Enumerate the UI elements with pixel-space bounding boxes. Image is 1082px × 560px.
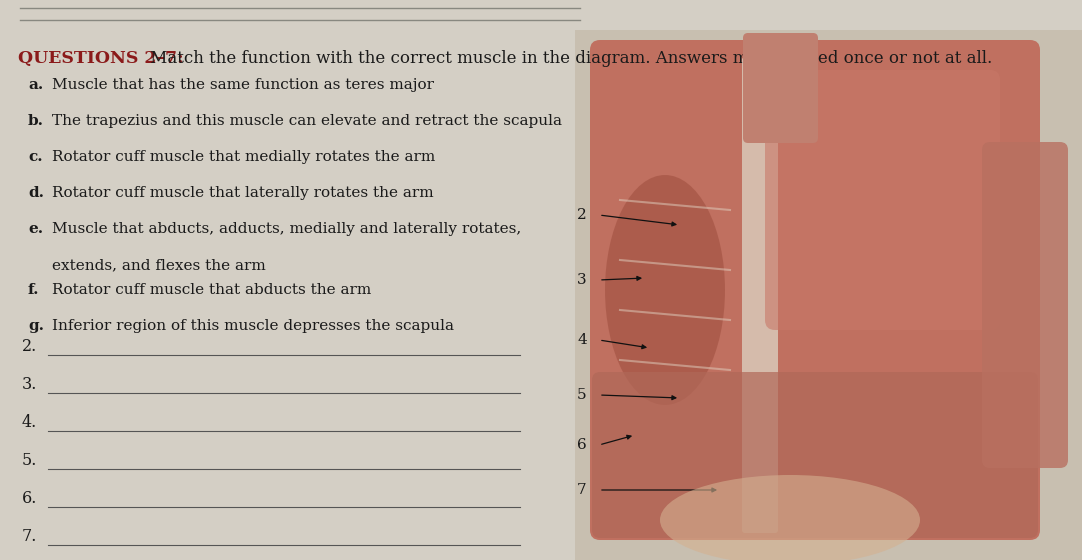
Text: 5.: 5. xyxy=(22,452,38,469)
Text: g.: g. xyxy=(28,319,44,333)
Ellipse shape xyxy=(660,475,920,560)
FancyBboxPatch shape xyxy=(743,33,818,143)
Text: Inferior region of this muscle depresses the scapula: Inferior region of this muscle depresses… xyxy=(52,319,454,333)
Text: Rotator cuff muscle that laterally rotates the arm: Rotator cuff muscle that laterally rotat… xyxy=(52,186,434,200)
Text: 2: 2 xyxy=(577,208,586,222)
Text: QUESTIONS 2–7:: QUESTIONS 2–7: xyxy=(18,50,184,67)
Text: 4.: 4. xyxy=(22,414,37,431)
Text: Match the function with the correct muscle in the diagram. Answers may be used o: Match the function with the correct musc… xyxy=(145,50,992,67)
Text: Rotator cuff muscle that abducts the arm: Rotator cuff muscle that abducts the arm xyxy=(52,283,371,297)
FancyBboxPatch shape xyxy=(765,70,1000,330)
Ellipse shape xyxy=(605,175,725,405)
Text: extends, and flexes the arm: extends, and flexes the arm xyxy=(52,258,266,272)
Text: b.: b. xyxy=(28,114,44,128)
FancyBboxPatch shape xyxy=(982,142,1068,468)
Text: c.: c. xyxy=(28,150,42,164)
Text: 7.: 7. xyxy=(22,528,38,545)
Text: 3.: 3. xyxy=(22,376,38,393)
Text: Muscle that has the same function as teres major: Muscle that has the same function as ter… xyxy=(52,78,434,92)
Text: Muscle that abducts, adducts, medially and laterally rotates,: Muscle that abducts, adducts, medially a… xyxy=(52,222,522,236)
Bar xyxy=(575,30,1082,560)
Text: 5: 5 xyxy=(577,388,586,402)
Text: 2.: 2. xyxy=(22,338,37,355)
Text: 6.: 6. xyxy=(22,490,38,507)
FancyBboxPatch shape xyxy=(592,372,1038,538)
Text: The trapezius and this muscle can elevate and retract the scapula: The trapezius and this muscle can elevat… xyxy=(52,114,562,128)
Text: d.: d. xyxy=(28,186,44,200)
Text: Rotator cuff muscle that medially rotates the arm: Rotator cuff muscle that medially rotate… xyxy=(52,150,435,164)
Text: a.: a. xyxy=(28,78,43,92)
FancyBboxPatch shape xyxy=(590,40,1040,540)
Text: f.: f. xyxy=(28,283,40,297)
Text: 6: 6 xyxy=(577,438,586,452)
Text: 3: 3 xyxy=(577,273,586,287)
Text: e.: e. xyxy=(28,222,43,236)
Text: 7: 7 xyxy=(577,483,586,497)
FancyBboxPatch shape xyxy=(742,57,778,533)
Text: 4: 4 xyxy=(577,333,586,347)
